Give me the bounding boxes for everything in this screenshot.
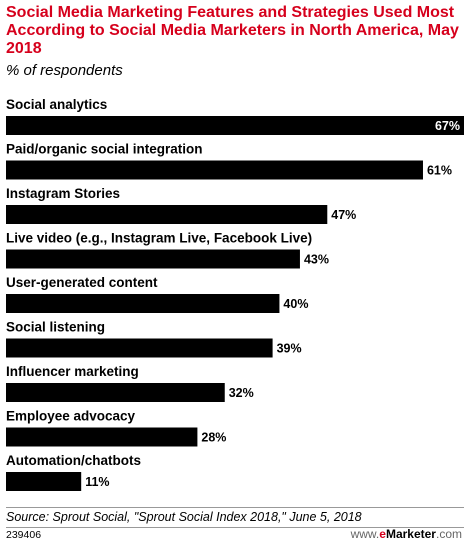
category-label: Paid/organic social integration: [6, 142, 203, 157]
bar-chart: Social analytics 67% Paid/organic social i…: [6, 97, 464, 491]
category-label: Social listening: [6, 320, 105, 335]
chart-title: Social Media Marketing Features and Stra…: [6, 4, 459, 57]
value-label: 32%: [229, 386, 254, 400]
category-label: Automation/chatbots: [6, 453, 141, 468]
category-label: Social analytics: [6, 97, 107, 112]
value-label: 11%: [85, 475, 109, 489]
source-note: Source: Sprout Social, "Sprout Social In…: [6, 510, 362, 524]
footer-divider-lower: [6, 527, 464, 528]
bar: [6, 205, 328, 224]
category-label: Live video (e.g., Instagram Live, Facebo…: [6, 231, 312, 246]
bar: [6, 427, 198, 447]
brand-e: e: [379, 527, 386, 541]
value-label: 43%: [304, 253, 329, 267]
bar: [6, 383, 225, 402]
brand-name: Marketer: [385, 527, 436, 541]
emarketer-logo[interactable]: www.eMarketer.com: [351, 527, 462, 541]
chart-id: 239406: [6, 529, 42, 541]
category-label: Influencer marketing: [6, 364, 139, 379]
value-label: 40%: [283, 297, 308, 311]
value-label: 61%: [427, 164, 452, 178]
category-label: User-generated content: [6, 275, 158, 290]
value-label: 28%: [201, 431, 226, 445]
footer-divider: [6, 507, 464, 508]
bar: [6, 249, 300, 269]
chart-subtitle: % of respondents: [6, 62, 123, 79]
category-label: Employee advocacy: [6, 409, 136, 424]
bar: [6, 116, 464, 135]
value-label: 67%: [435, 119, 460, 133]
bar: [6, 294, 280, 313]
value-label: 47%: [331, 208, 356, 222]
category-label: Instagram Stories: [6, 186, 120, 201]
bar: [6, 338, 273, 358]
bar: [6, 472, 82, 491]
brand-prefix: www.: [350, 527, 380, 541]
value-label: 39%: [277, 342, 302, 356]
bar: [6, 160, 423, 180]
brand-suffix: .com: [435, 527, 462, 541]
